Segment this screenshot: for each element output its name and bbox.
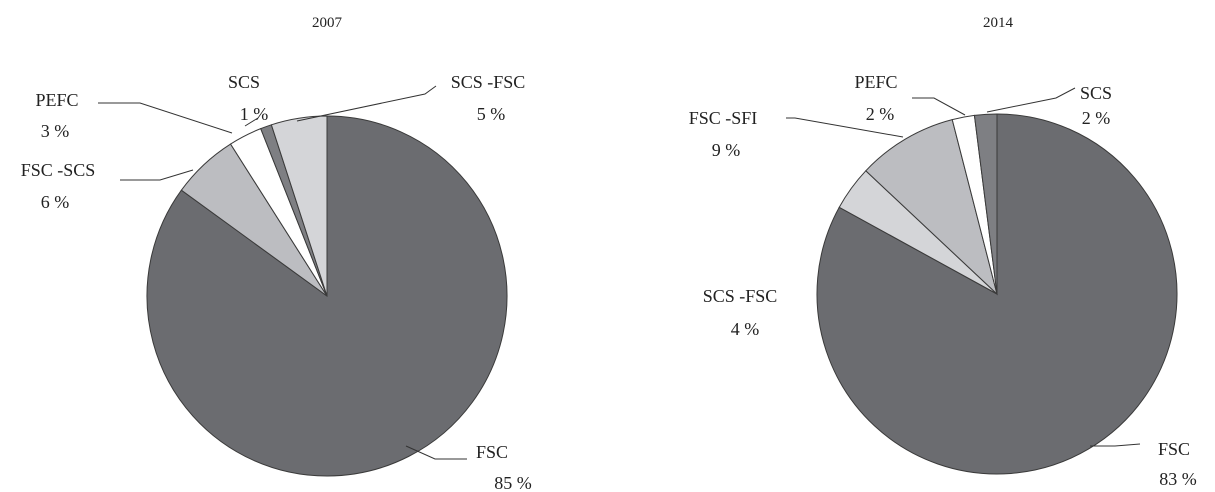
leader-line-pefc-2007 — [98, 102, 233, 134]
slice-label-scs-2007: SCS — [228, 72, 260, 92]
slice-value-fsc-2014: 83 % — [1159, 469, 1197, 489]
leader-line-fsc-2014 — [1090, 443, 1141, 447]
leader-line-fsc-scs-2007 — [120, 169, 194, 181]
pie-slice-fsc-2007 — [146, 115, 508, 477]
pie-slice-fsc-2014 — [816, 113, 1178, 475]
slice-value-fsc-scs-2007: 6 % — [41, 192, 70, 212]
chart-title-2014: 2014 — [983, 15, 1014, 31]
leader-line-scs-2007 — [244, 117, 259, 127]
pie-slice-fsc-sfi-2014 — [865, 119, 998, 296]
slice-label-fsc-sfi-2014: FSC -SFI — [689, 108, 758, 128]
leader-line-fsc-2007 — [405, 445, 467, 460]
slice-label-fsc-2007: FSC — [476, 442, 508, 462]
pie-chart-2014: 2014 FSC 83 % SCS -FSC 4 % FSC -SFI 9 % … — [689, 15, 1197, 489]
slice-value-pefc-2007: 3 % — [41, 121, 70, 141]
slice-value-fsc-2007: 85 % — [494, 473, 532, 492]
leader-line-pefc-2014 — [912, 97, 966, 116]
slice-label-fsc-scs-2007: FSC -SCS — [21, 160, 96, 180]
slice-label-scs-fsc-2007: SCS -FSC — [451, 72, 526, 92]
pie-slices-2014 — [816, 113, 1178, 475]
pie-slices-2007 — [146, 115, 508, 477]
slice-label-scs-fsc-2014: SCS -FSC — [703, 286, 778, 306]
slice-label-scs-2014: SCS — [1080, 83, 1112, 103]
pie-slice-scs-fsc-2007 — [270, 115, 328, 297]
slice-value-scs-fsc-2007: 5 % — [477, 104, 506, 124]
pie-slice-scs-2014 — [973, 113, 998, 295]
slice-value-scs-2007: 1 % — [240, 104, 269, 124]
chart-title-2007: 2007 — [312, 15, 343, 31]
pie-chart-2007: 2007 FSC 85 % FSC -SCS 6 % PEFC 3 % SCS … — [21, 15, 532, 492]
slice-value-scs-fsc-2014: 4 % — [731, 319, 760, 339]
slice-label-pefc-2014: PEFC — [854, 72, 897, 92]
leader-line-fsc-sfi-2014 — [786, 117, 904, 138]
slice-value-pefc-2014: 2 % — [866, 104, 895, 124]
slice-label-fsc-2014: FSC — [1158, 439, 1190, 459]
slice-value-fsc-sfi-2014: 9 % — [712, 140, 741, 160]
slice-label-pefc-2007: PEFC — [35, 90, 78, 110]
slice-value-scs-2014: 2 % — [1082, 108, 1111, 128]
leader-line-scs-fsc-2007 — [296, 85, 437, 122]
leader-line-scs-2014 — [986, 87, 1076, 113]
